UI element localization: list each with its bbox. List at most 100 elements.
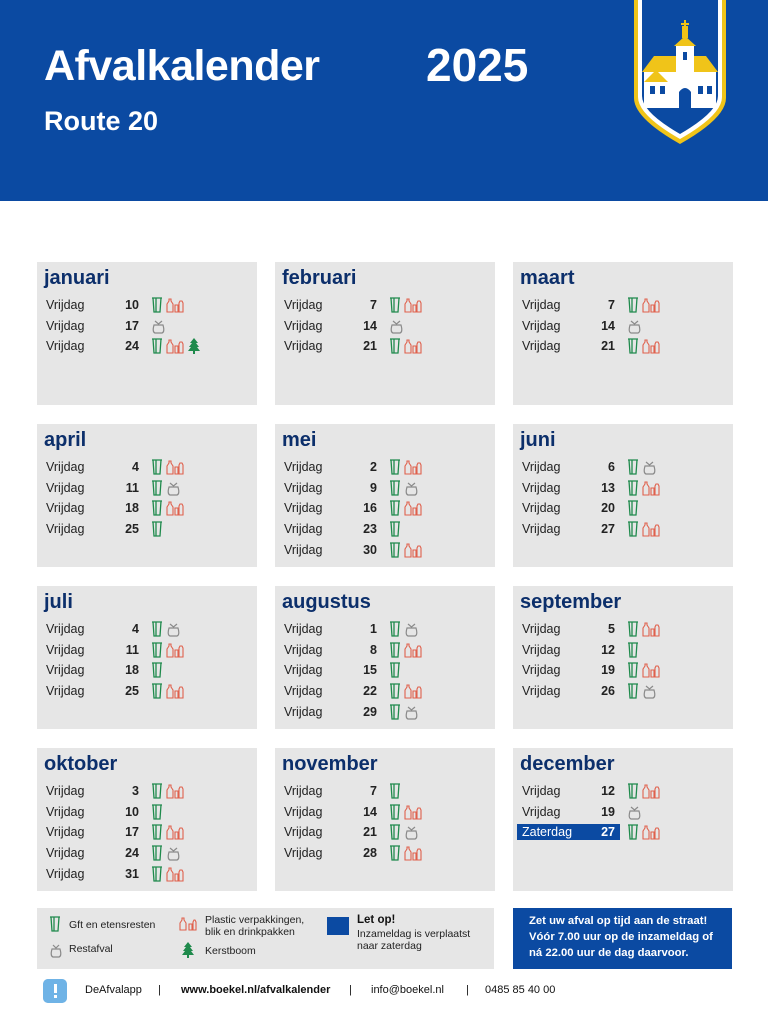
waste-type-icons [151,824,184,841]
gft-bin-icon [152,642,162,658]
collection-weekday: Vrijdag [46,460,85,474]
footer-phone[interactable]: 0485 85 40 00 [485,984,556,996]
collection-weekday: Vrijdag [522,663,561,678]
collection-row: Vrijdag 14 [513,316,733,336]
collection-weekday: Vrijdag [46,642,85,657]
collection-row: Vrijdag 26 [513,681,733,701]
collection-row: Vrijdag 4 [37,619,257,639]
collection-weekday: Vrijdag [46,784,85,798]
waste-type-icons [389,621,419,637]
waste-type-icons [389,804,422,820]
collection-weekday: Vrijdag [522,460,561,474]
waste-type-icons [627,459,657,475]
waste-type-icons [389,704,419,720]
restafval-bag-icon [405,826,418,840]
gft-bin-icon [628,459,638,475]
month-title: oktober [44,753,118,775]
collection-row: Vrijdag 2 [275,457,495,477]
month-title: januari [44,267,110,289]
collection-weekday: Vrijdag [522,480,561,495]
collection-weekday: Vrijdag [46,663,85,678]
waste-type-icons [151,459,184,475]
waste-type-icons [151,783,184,799]
collection-row: Vrijdag 20 [513,498,733,518]
collection-row: Vrijdag 14 [275,802,495,822]
collection-date: 26 [601,684,615,699]
gft-bin-icon [390,338,400,355]
letop-line2: naar zaterdag [357,940,422,952]
collection-date: 19 [601,663,615,678]
collection-row: Vrijdag 16 [275,498,495,518]
collection-date: 25 [125,684,139,699]
footer-website-link[interactable]: www.boekel.nl/afvalkalender [181,984,331,996]
collection-date: 27 [601,825,615,840]
collection-date: 8 [370,642,377,657]
afvalapp-icon[interactable] [43,979,67,1003]
collection-date: 16 [363,501,377,516]
gft-bin-icon [628,662,638,679]
gft-bin-icon [628,297,638,313]
gft-bin-icon [628,521,638,537]
collection-row: Vrijdag 11 [37,478,257,498]
legend-rest-label: Restafval [69,943,113,955]
waste-type-icons [389,542,422,558]
restafval-bag-icon [50,944,62,958]
month-box-december: december Vrijdag 12 Vrijdag 19 Zaterdag 27 [513,748,733,891]
month-box-juni: juni Vrijdag 6 Vrijdag 13 Vrijdag 20 Vrijdag 27 [513,424,733,567]
gft-bin-icon [628,621,638,637]
collection-date: 21 [601,339,615,354]
restafval-bag-icon [167,623,180,637]
waste-type-icons [627,824,660,841]
waste-type-icons [627,521,660,537]
waste-type-icons [151,297,184,313]
collection-row: Vrijdag 31 [37,864,257,884]
collection-row: Vrijdag 18 [37,660,257,680]
collection-date: 7 [370,298,377,312]
gft-bin-icon [152,662,162,679]
collection-row: Vrijdag 15 [275,660,495,680]
gft-bin-icon [628,642,638,658]
collection-row: Vrijdag 9 [275,478,495,498]
waste-type-icons [389,824,419,841]
gft-bin-icon [152,297,162,313]
collection-weekday: Vrijdag [522,642,561,657]
month-box-mei: mei Vrijdag 2 Vrijdag 9 Vrijdag 16 Vrijdag 23 Vr… [275,424,495,567]
waste-type-icons [389,297,422,313]
plastic-bottles-icon [404,460,422,475]
collection-date: 21 [363,825,377,840]
gft-bin-icon [152,824,162,841]
restafval-bag-icon [405,706,418,720]
waste-type-icons [151,621,181,637]
waste-type-icons [627,783,660,799]
month-box-juli: juli Vrijdag 4 Vrijdag 11 Vrijdag 18 Vrijdag 25 [37,586,257,729]
christmas-tree-icon [182,942,194,958]
collection-weekday: Vrijdag [284,542,323,557]
collection-row: Vrijdag 4 [37,457,257,477]
footer-email-link[interactable]: info@boekel.nl [371,984,444,996]
collection-date: 14 [601,318,615,333]
plastic-bottles-icon [642,339,660,354]
restafval-bag-icon [167,847,180,861]
plastic-bottles-icon [642,784,660,799]
gft-bin-icon [152,500,162,517]
waste-type-icons [151,683,184,699]
collection-date: 23 [363,522,377,537]
collection-row: Vrijdag 21 [275,822,495,842]
notice-line3: ná 22.00 uur de dag daarvoor. [529,947,689,959]
collection-date: 14 [363,804,377,819]
collection-weekday: Vrijdag [46,846,85,861]
month-box-maart: maart Vrijdag 7 Vrijdag 14 Vrijdag 21 [513,262,733,405]
waste-type-icons [151,642,184,658]
footer-app-name[interactable]: DeAfvalapp [85,984,142,996]
collection-date: 11 [125,480,139,495]
collection-row: Vrijdag 24 [37,843,257,863]
waste-type-icons [389,318,404,334]
collection-row: Vrijdag 29 [275,702,495,722]
waste-type-icons [389,500,422,517]
collection-weekday: Vrijdag [284,298,323,312]
plastic-bottles-icon [642,298,660,313]
waste-type-icons [151,318,166,334]
collection-row: Vrijdag 6 [513,457,733,477]
moved-date-highlight [517,824,620,841]
collection-date: 12 [601,642,615,657]
